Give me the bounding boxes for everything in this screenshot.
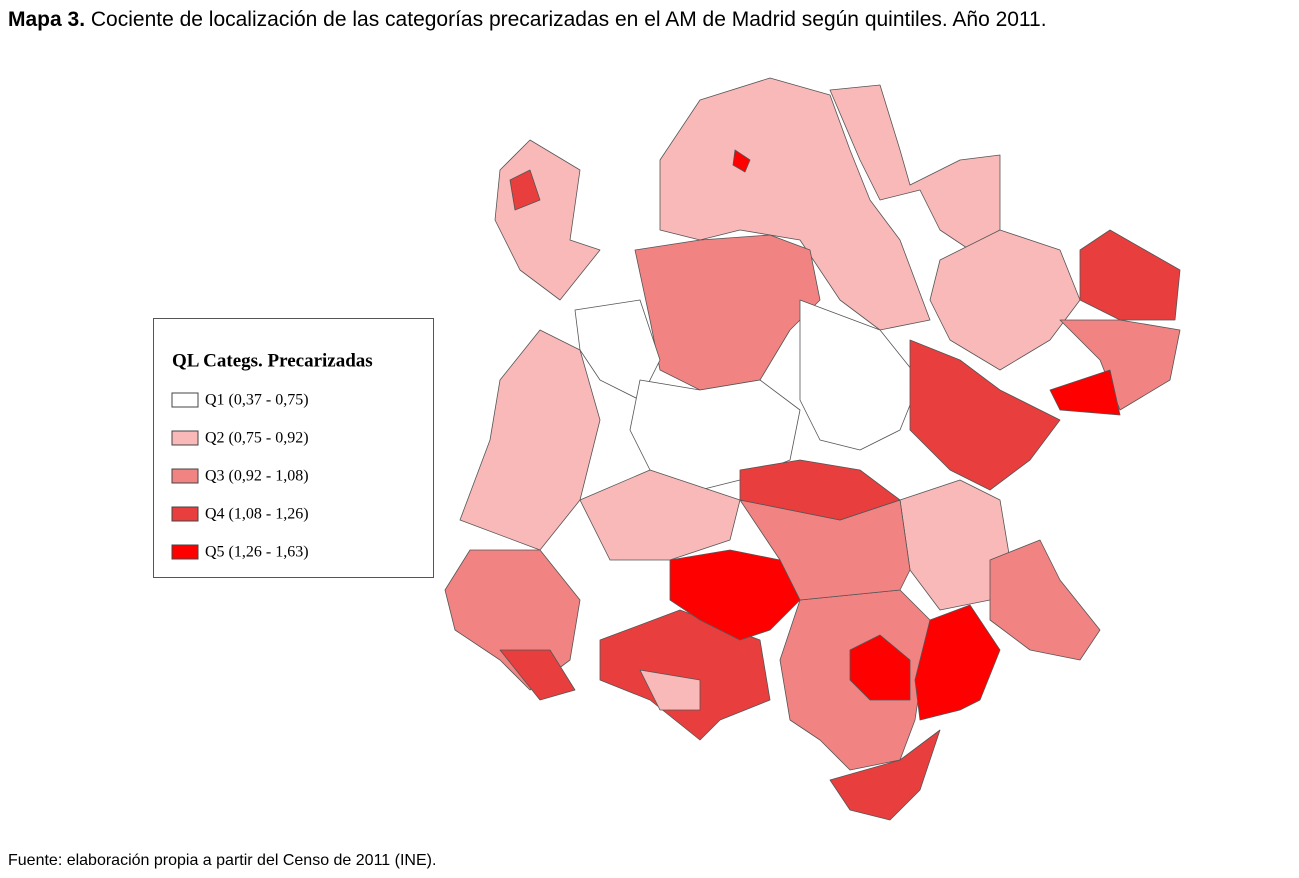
region — [739, 459, 901, 521]
title-text: Cociente de localización de las categorí… — [90, 8, 1047, 31]
region — [989, 539, 1101, 661]
region — [799, 299, 921, 451]
region — [494, 139, 601, 301]
region — [499, 649, 576, 701]
legend-swatch — [171, 506, 199, 522]
region — [509, 169, 541, 211]
region — [914, 604, 1001, 721]
title: Mapa 3. Cociente de localización de las … — [8, 8, 1047, 32]
region — [1049, 369, 1121, 416]
region — [639, 669, 701, 711]
region — [459, 329, 601, 551]
region — [1059, 319, 1181, 411]
title-label: Mapa 3. — [8, 8, 86, 31]
legend-label: Q1 (0,37 - 0,75) — [205, 392, 309, 409]
legend-swatch — [171, 392, 199, 408]
region — [634, 234, 821, 391]
legend-title: QL Categs. Precarizadas — [172, 350, 373, 371]
legend: QL Categs. Precarizadas Q1 (0,37 - 0,75)… — [153, 318, 434, 578]
region — [579, 469, 741, 561]
map-regions — [444, 77, 1181, 821]
region — [929, 229, 1081, 371]
region — [849, 634, 911, 701]
legend-label: Q4 (1,08 - 1,26) — [205, 506, 309, 523]
legend-swatch — [171, 430, 199, 446]
region — [1079, 229, 1181, 321]
legend-label: Q5 (1,26 - 1,63) — [205, 544, 309, 561]
source: Fuente: elaboración propia a partir del … — [8, 852, 437, 869]
legend-label: Q2 (0,75 - 0,92) — [205, 430, 309, 447]
region — [829, 729, 941, 821]
region — [669, 549, 801, 641]
region — [732, 149, 751, 173]
region — [659, 77, 931, 331]
legend-swatch — [171, 468, 199, 484]
legend-swatch — [171, 544, 199, 560]
legend-box — [153, 318, 434, 578]
legend-label: Q3 (0,92 - 1,08) — [205, 468, 309, 485]
region — [909, 339, 1061, 491]
